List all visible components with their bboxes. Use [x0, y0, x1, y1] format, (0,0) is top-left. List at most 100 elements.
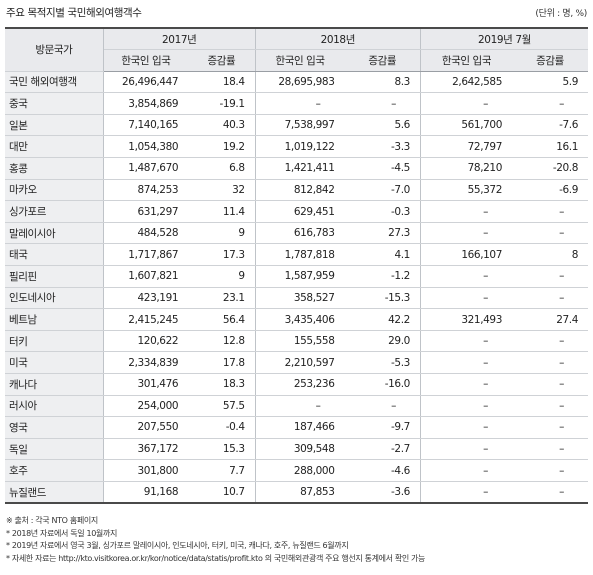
arrivals-2018-cell: 358,527: [254, 287, 345, 310]
footnote-line: ※ 출처 : 각국 NTO 홈페이지: [6, 516, 98, 525]
arrivals-2018-cell: 812,842: [254, 179, 345, 202]
arrivals-2017-cell: 423,191: [102, 287, 189, 310]
growth-2018-cell: -16.0: [344, 373, 421, 396]
table-row: 대만 1,054,380 19.2 1,019,122 -3.3 72,797 16.1: [5, 135, 588, 159]
arrivals-2019-cell: –: [419, 351, 512, 374]
growth-2017-cell: 12.8: [188, 330, 256, 353]
arrivals-2018-cell: 253,236: [254, 373, 345, 396]
country-name-cell: 일본: [5, 114, 104, 137]
table-row: 인도네시아 423,191 23.1 358,527 -15.3– –: [5, 287, 588, 310]
table-row: 말레이시아 484,528 9 616,783 27.3– –: [5, 222, 588, 245]
growth-2017-cell: 17.8: [188, 351, 256, 374]
table-caption: 주요 목적지별 국민해외여행객수: [6, 7, 142, 19]
country-name-cell: 영국: [5, 416, 104, 439]
arrivals-2019-cell: –: [419, 330, 512, 353]
growth-2017-cell: -0.4: [188, 416, 256, 439]
country-name-cell: 대만: [5, 135, 104, 159]
footnote-line: * 2019년 자료에서 영국 3월, 싱가포르 말레이시아, 인도네시아, 터…: [6, 541, 349, 550]
arrivals-2017-cell: 2,415,245: [102, 308, 189, 331]
table-row: 러시아 254,000 57.5– – – –: [5, 395, 588, 418]
arrivals-2017-cell: 254,000: [102, 395, 189, 418]
arrivals-2017-cell: 874,253: [102, 179, 189, 202]
country-name-cell: 마카오: [5, 179, 104, 202]
country-name-cell: 터키: [5, 330, 104, 353]
unit-label: (단위 : 명, %): [535, 9, 587, 19]
growth-2017-cell: 56.4: [188, 308, 256, 331]
footnote-line: * 2018년 자료에서 독일 10월까지: [6, 528, 117, 538]
arrivals-2018-cell: 309,548: [254, 438, 345, 461]
arrivals-2018-cell: 2,210,597: [254, 351, 345, 374]
subheader-growth-rate: 증감률: [344, 49, 421, 72]
arrivals-2018-cell: 629,451: [254, 200, 345, 223]
table-row: 독일 367,172 15.3 309,548 -2.7– –: [5, 438, 588, 461]
growth-2017-cell: 11.4: [188, 200, 256, 223]
arrivals-2018-cell: 28,695,983: [254, 71, 345, 94]
table-row: 호주 301,800 7.7 288,000 -4.6– –: [5, 459, 588, 482]
country-name-cell: 필리핀: [5, 265, 104, 288]
growth-2017-cell: 15.3: [188, 438, 256, 461]
growth-2017-cell: 7.7: [188, 459, 256, 482]
table-row: 일본 7,140,165 40.3 7,538,997 5.6 561,700 -7.6: [5, 114, 588, 137]
growth-2019-cell: –: [512, 92, 588, 115]
year-header-2018: 2018년: [254, 28, 421, 51]
growth-2019-cell: –: [512, 200, 588, 223]
table-row: 캐나다 301,476 18.3 253,236 -16.0– –: [5, 373, 588, 396]
arrivals-2019-cell: 321,493: [419, 308, 512, 331]
growth-2018-cell: 42.2: [344, 308, 421, 331]
growth-2017-cell: 17.3: [188, 243, 256, 267]
arrivals-2018-cell: 1,421,411: [254, 157, 345, 180]
growth-2018-cell: 29.0: [344, 330, 421, 353]
arrivals-2018-cell: 3,435,406: [254, 308, 345, 331]
growth-2019-cell: –: [512, 287, 588, 310]
arrivals-2019-cell: 78,210: [419, 157, 512, 180]
growth-2017-cell: 18.4: [188, 71, 256, 94]
growth-2019-cell: 8: [512, 243, 588, 267]
arrivals-2018-cell: 1,787,818: [254, 243, 345, 267]
growth-2019-cell: –: [512, 395, 588, 418]
arrivals-2018-cell: 87,853: [254, 481, 345, 505]
growth-2019-cell: –: [512, 265, 588, 288]
growth-2018-cell: -7.0: [344, 179, 421, 202]
growth-2019-cell: -7.6: [512, 114, 588, 137]
growth-2017-cell: 19.2: [188, 135, 256, 159]
arrivals-2017-cell: 1,717,867: [102, 243, 189, 267]
country-name-cell: 러시아: [5, 395, 104, 418]
growth-2019-cell: -20.8: [512, 157, 588, 180]
growth-2018-cell: -4.6: [344, 459, 421, 482]
arrivals-2017-cell: 207,550: [102, 416, 189, 439]
arrivals-2018-cell: 1,019,122: [254, 135, 345, 159]
country-name-cell: 독일: [5, 438, 104, 461]
table-row: 국민 해외여행객 26,496,447 18.4 28,695,983 8.3 2,642…: [5, 71, 588, 94]
table-body: 국민 해외여행객 26,496,447 18.4 28,695,983 8.3 2,642…: [5, 71, 588, 505]
arrivals-2017-cell: 1,487,670: [102, 157, 189, 180]
country-column-header: 방문국가: [5, 28, 104, 72]
country-name-cell: 호주: [5, 459, 104, 482]
arrivals-2019-cell: –: [419, 287, 512, 310]
arrivals-2017-cell: 91,168: [102, 481, 189, 505]
arrivals-2018-cell: 1,587,959: [254, 265, 345, 288]
growth-2018-cell: -5.3: [344, 351, 421, 374]
arrivals-2018-cell: 155,558: [254, 330, 345, 353]
arrivals-2019-cell: –: [419, 222, 512, 245]
country-name-cell: 베트남: [5, 308, 104, 331]
arrivals-2018-cell: 7,538,997: [254, 114, 345, 137]
growth-2017-cell: 6.8: [188, 157, 256, 180]
country-name-cell: 뉴질랜드: [5, 481, 104, 505]
country-name-cell: 태국: [5, 243, 104, 267]
growth-2019-cell: –: [512, 481, 588, 505]
arrivals-2017-cell: 367,172: [102, 438, 189, 461]
growth-2018-cell: -1.2: [344, 265, 421, 288]
arrivals-2017-cell: 484,528: [102, 222, 189, 245]
growth-2018-cell: –: [344, 92, 421, 115]
arrivals-2018-cell: 616,783: [254, 222, 345, 245]
growth-2017-cell: -19.1: [188, 92, 256, 115]
country-name-cell: 싱가포르: [5, 200, 104, 223]
arrivals-2017-cell: 301,800: [102, 459, 189, 482]
arrivals-2018-cell: –: [254, 395, 345, 418]
arrivals-2019-cell: –: [419, 416, 512, 439]
subheader-arrivals: 한국인 입국: [102, 49, 189, 72]
arrivals-2019-cell: 2,642,585: [419, 71, 512, 94]
growth-2018-cell: 27.3: [344, 222, 421, 245]
arrivals-2017-cell: 1,607,821: [102, 265, 189, 288]
table-row: 마카오 874,253 32 812,842 -7.0 55,372 -6.9: [5, 179, 588, 202]
